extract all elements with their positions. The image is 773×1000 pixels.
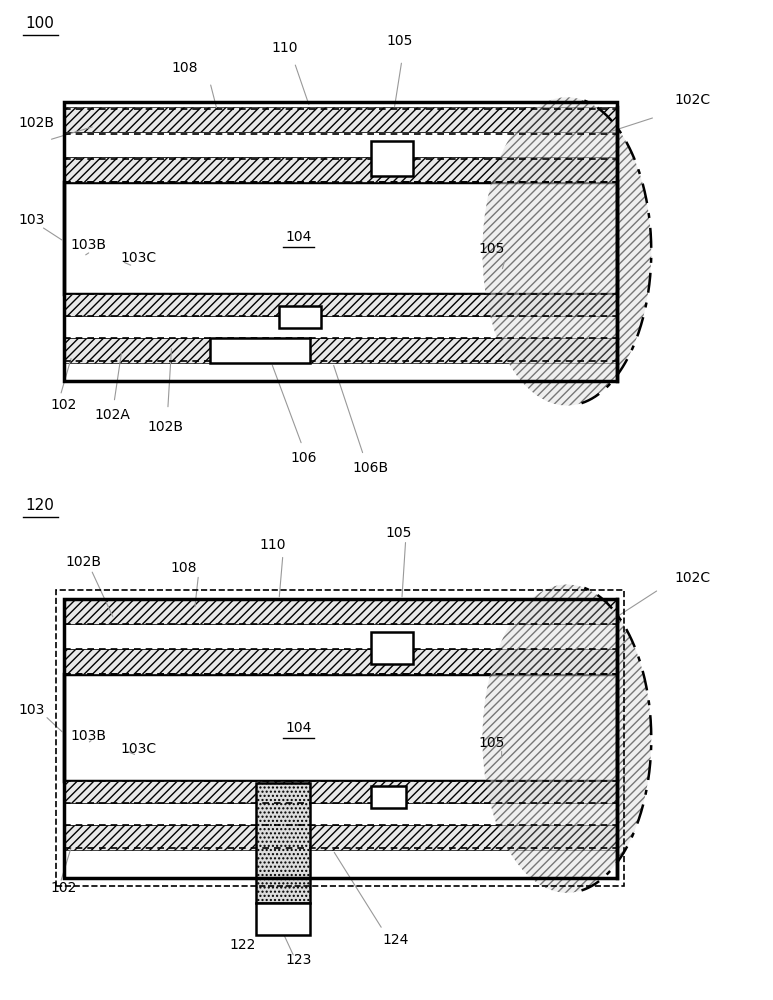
Bar	[64, 132, 617, 157]
Bar	[64, 649, 617, 674]
Text: 103: 103	[18, 213, 45, 227]
Bar	[64, 624, 617, 649]
Text: 102: 102	[50, 398, 77, 412]
Text: 108: 108	[172, 61, 198, 75]
Text: 100: 100	[26, 16, 55, 31]
Bar	[256, 783, 310, 903]
Text: 103C: 103C	[120, 742, 156, 756]
Text: 105: 105	[478, 242, 505, 256]
Text: 103B: 103B	[70, 729, 107, 743]
Text: 102B: 102B	[66, 555, 102, 569]
Text: 108: 108	[170, 561, 196, 575]
Bar	[64, 825, 617, 850]
Bar	[64, 102, 617, 381]
Bar	[256, 903, 310, 935]
Bar	[371, 786, 406, 808]
Text: 110: 110	[271, 41, 298, 55]
Text: 104: 104	[285, 721, 312, 735]
Text: 102C: 102C	[674, 571, 710, 585]
Bar	[64, 107, 617, 132]
Text: 105: 105	[386, 34, 413, 48]
Text: 106: 106	[291, 451, 317, 465]
Text: 103: 103	[18, 703, 45, 717]
Text: 105: 105	[385, 526, 411, 540]
Text: 105: 105	[478, 736, 505, 750]
Text: 102C: 102C	[674, 93, 710, 107]
Text: 110: 110	[260, 538, 286, 552]
Text: 123: 123	[285, 953, 312, 967]
Text: 102B: 102B	[18, 116, 54, 130]
Text: 102A: 102A	[95, 408, 131, 422]
Text: 102B: 102B	[147, 420, 183, 434]
Bar	[279, 306, 322, 328]
Ellipse shape	[482, 585, 652, 893]
Bar	[64, 803, 617, 825]
Bar	[371, 632, 414, 664]
Bar	[210, 338, 310, 363]
Text: 103B: 103B	[70, 238, 107, 252]
Bar	[64, 781, 617, 803]
Bar	[64, 338, 617, 363]
Ellipse shape	[482, 97, 652, 406]
Bar	[371, 141, 414, 176]
Text: 120: 120	[26, 498, 55, 513]
Bar	[64, 599, 617, 624]
Bar	[64, 674, 617, 781]
Text: 104: 104	[285, 230, 312, 244]
Text: 106B: 106B	[352, 461, 388, 475]
Bar	[64, 316, 617, 338]
Bar	[56, 589, 625, 886]
Bar	[64, 599, 617, 878]
Bar	[64, 294, 617, 316]
Bar	[64, 157, 617, 182]
Text: 122: 122	[229, 938, 256, 952]
Text: 103C: 103C	[120, 251, 156, 265]
Bar	[64, 182, 617, 294]
Text: 102: 102	[50, 881, 77, 895]
Text: 124: 124	[383, 933, 409, 947]
